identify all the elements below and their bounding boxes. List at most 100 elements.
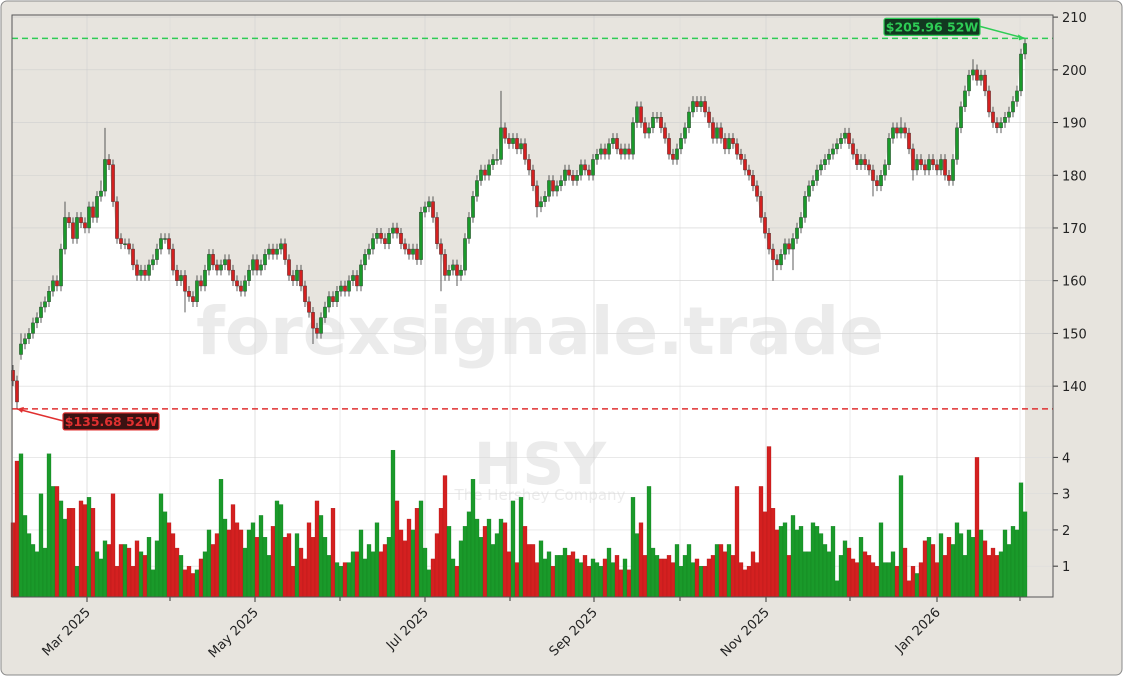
volume-bar: [926, 537, 932, 598]
volume-bar: [114, 566, 120, 598]
candle-body: [635, 106, 639, 123]
candle-body: [399, 233, 403, 244]
volume-bar: [310, 537, 316, 598]
volume-bar: [34, 551, 40, 598]
volume-bar: [222, 518, 228, 598]
volume-bar: [750, 551, 756, 598]
candle-body: [411, 248, 415, 255]
volume-bar: [30, 544, 36, 598]
candle-body: [15, 380, 19, 403]
volume-bar: [634, 533, 640, 598]
volume-bar: [422, 547, 428, 598]
candle-body: [171, 248, 175, 271]
candle-body: [63, 217, 67, 250]
volume-bar: [190, 573, 196, 598]
volume-bar: [174, 547, 180, 598]
volume-bar: [838, 555, 844, 598]
candle-body: [1019, 53, 1023, 92]
candle-body: [931, 159, 935, 165]
volume-bar: [566, 555, 572, 598]
candle-body: [747, 169, 751, 176]
candle-body: [247, 269, 251, 281]
volume-bar: [302, 558, 308, 598]
candle-body: [839, 138, 843, 144]
candle-body: [167, 238, 171, 250]
y-tick-label: 160: [1062, 275, 1087, 290]
volume-bar: [706, 558, 712, 598]
volume-bar: [618, 569, 624, 598]
volume-bar: [418, 500, 424, 598]
candle-body: [267, 248, 271, 255]
y2-tick-label: 3: [1062, 488, 1070, 503]
volume-bar: [342, 562, 348, 598]
volume-bar: [350, 551, 356, 598]
annotation-box: [62, 412, 160, 431]
candle-body: [695, 101, 699, 107]
volume-bar: [1022, 511, 1028, 598]
candle-body: [699, 101, 703, 107]
volume-bar: [938, 533, 944, 598]
candle-body: [951, 159, 955, 181]
candle-body: [683, 127, 687, 139]
annotation-arrow: [979, 25, 1026, 40]
candle-body: [599, 148, 603, 155]
candle-body: [475, 180, 479, 197]
candle-body: [491, 159, 495, 165]
volume-bar: [202, 551, 208, 598]
volume-bar: [626, 569, 632, 598]
candle-body: [455, 264, 459, 276]
volume-bar: [814, 526, 820, 598]
volume-bar: [18, 453, 24, 598]
candle-body: [967, 74, 971, 92]
candle-body: [495, 159, 499, 161]
candle-body: [623, 148, 627, 155]
volume-bar: [898, 475, 904, 598]
candle-body: [403, 243, 407, 250]
y2-tick-label: 1: [1062, 560, 1070, 575]
volume-bar: [730, 555, 736, 598]
candle-body: [27, 333, 31, 339]
volume-bar: [974, 457, 980, 598]
volume-bar: [906, 580, 912, 598]
volume-bar: [550, 566, 556, 598]
candle-body: [319, 317, 323, 334]
volume-bar: [858, 537, 864, 598]
candle-body: [963, 90, 967, 107]
candle-body: [351, 275, 355, 281]
volume-bar: [94, 551, 100, 598]
volume-bar: [946, 537, 952, 598]
volume-bar: [506, 551, 512, 598]
candle-body: [119, 238, 123, 244]
volume-bar: [266, 555, 272, 598]
volume-bar: [354, 551, 360, 598]
volume-bar: [602, 558, 608, 598]
volume-bar: [738, 562, 744, 598]
volume-bar: [250, 522, 256, 598]
volume-bar: [678, 566, 684, 598]
candle-body: [827, 153, 831, 160]
volume-bar: [406, 518, 412, 598]
volume-bar: [530, 544, 536, 598]
volume-bar: [206, 529, 212, 598]
volume-bar: [482, 526, 488, 598]
candle-body: [703, 101, 707, 113]
candle-body: [615, 138, 619, 150]
candle-body: [875, 180, 879, 187]
candle-body: [235, 280, 239, 287]
candle-body: [767, 233, 771, 250]
candle-body: [67, 217, 71, 223]
y-tick-label: 210: [1062, 11, 1087, 26]
volume-bar: [494, 533, 500, 598]
candle-body: [415, 248, 419, 260]
candle-body: [955, 127, 959, 160]
candle-body: [459, 269, 463, 276]
candle-body: [375, 233, 379, 239]
volume-bar: [902, 547, 908, 598]
candle-body: [591, 159, 595, 176]
candle-body: [359, 264, 363, 287]
candle-body: [183, 275, 187, 292]
candle-body: [643, 122, 647, 134]
candle-body: [607, 143, 611, 155]
volume-bar: [230, 504, 236, 598]
